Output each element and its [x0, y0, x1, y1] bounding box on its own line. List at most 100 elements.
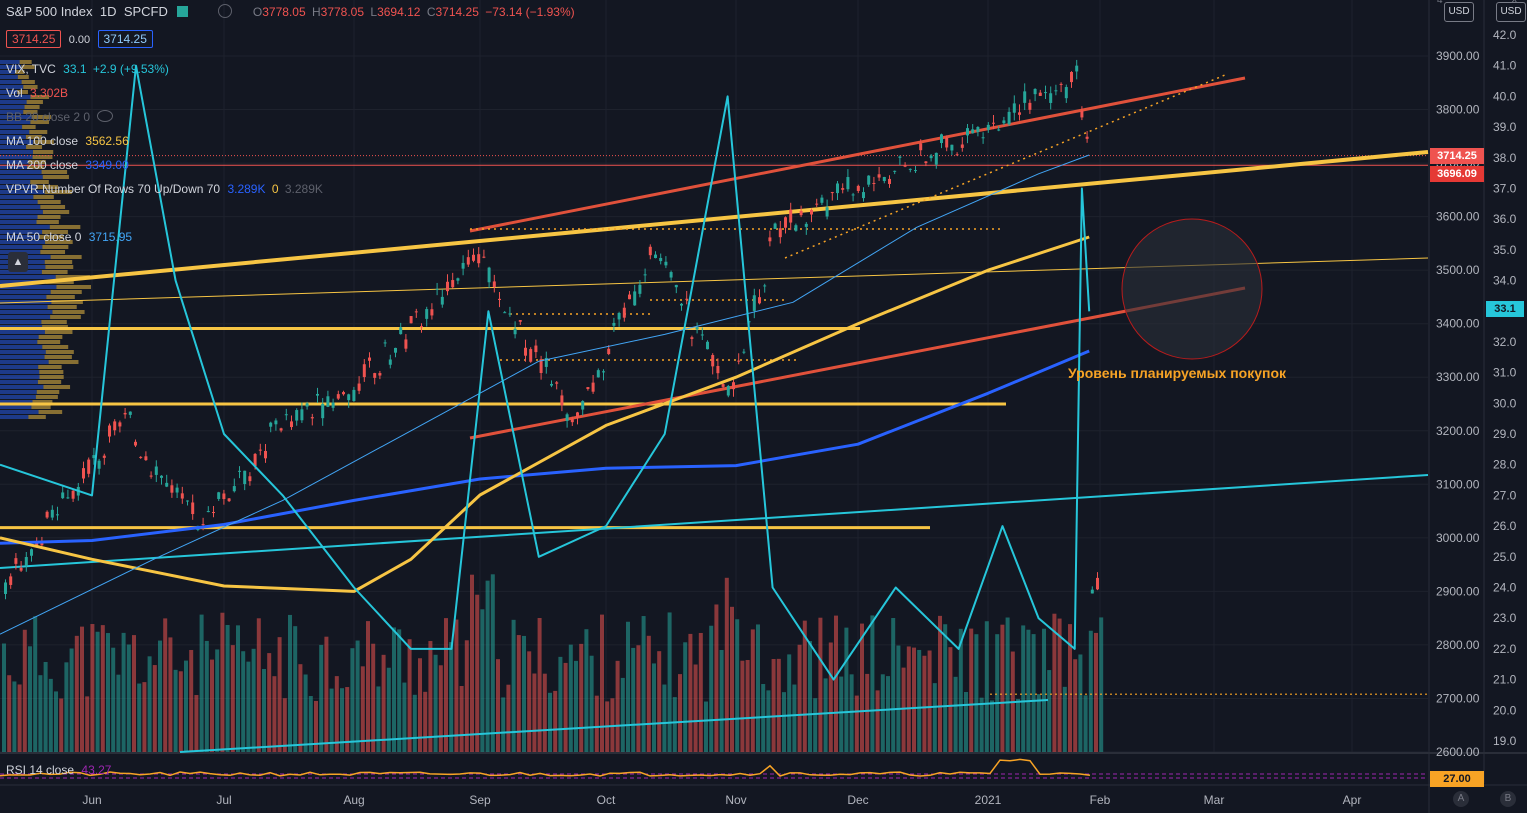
- candle-body-up: [934, 152, 938, 165]
- candle-body-down: [768, 237, 772, 242]
- volume-bar-up: [589, 655, 594, 752]
- legend-ma100[interactable]: MA 100 close 3562.56: [6, 134, 129, 148]
- candle-body-up: [565, 414, 569, 421]
- candle-body-down: [555, 382, 559, 384]
- buy-price-button[interactable]: 3714.25: [97, 30, 153, 48]
- bid-ask-row: 3714.25 0.00 3714.25: [6, 30, 153, 48]
- candle-body-down: [144, 456, 148, 461]
- candle-body-up: [175, 487, 179, 493]
- legend-vpvr[interactable]: VPVR Number Of Rows 70 Up/Down 70 3.289K…: [6, 182, 323, 196]
- volume-profile-bar-up: [0, 220, 37, 224]
- volume-bar-up: [558, 656, 563, 752]
- auto-scale-button[interactable]: A: [1453, 791, 1469, 807]
- candle-body-down: [690, 337, 694, 339]
- volume-profile-bar-down: [44, 330, 73, 334]
- candle-body-up: [217, 492, 221, 499]
- eye-icon[interactable]: [217, 4, 232, 18]
- volume-profile-bar-down: [28, 415, 46, 419]
- candle-body-up: [326, 396, 330, 407]
- volume-profile-bar-up: [0, 405, 32, 409]
- volume-profile-bar-up: [0, 365, 39, 369]
- candle-body-down: [9, 576, 13, 585]
- volume-profile-bar-up: [0, 340, 38, 344]
- volume-bar-down: [345, 687, 350, 752]
- volume-profile-bar-up: [0, 345, 43, 349]
- candle-body-up: [867, 175, 871, 185]
- candle-body-down: [789, 209, 793, 223]
- volume-profile-bar-down: [41, 170, 68, 174]
- volume-profile-bar-up: [0, 140, 34, 144]
- sell-price-button[interactable]: 3714.25: [6, 30, 62, 48]
- vix-axis-label: 24.0: [1493, 581, 1517, 595]
- vix-axis-label: 38.0: [1493, 151, 1517, 165]
- candle-body-up: [950, 144, 954, 151]
- candle-body-up: [295, 410, 299, 421]
- candle-body-down: [409, 316, 413, 324]
- volume-profile-bar-down: [39, 375, 64, 379]
- volume-bar-up: [1047, 670, 1052, 752]
- volume-profile-bar-up: [0, 110, 24, 114]
- candle-body-down: [591, 382, 595, 392]
- volume-bar-down: [693, 664, 698, 752]
- collapse-legend-button[interactable]: ▲: [8, 252, 28, 272]
- indicator-value: 3.302B: [30, 86, 69, 100]
- candle-body-down: [1028, 102, 1032, 110]
- legend-ma200[interactable]: MA 200 close 3349.00: [6, 158, 129, 172]
- volume-profile-bar-down: [42, 345, 69, 349]
- candle-body-down: [378, 373, 382, 376]
- chart-annotation[interactable]: Уровень планируемых покупок: [1068, 365, 1287, 381]
- currency-button-vix[interactable]: USD: [1496, 2, 1526, 22]
- legend-ma50[interactable]: MA 50 close 0 3715.95: [6, 230, 132, 244]
- volume-profile-bar-down: [23, 85, 38, 89]
- currency-button-price[interactable]: USD: [1444, 2, 1474, 22]
- volume-bar-up: [33, 616, 38, 752]
- vix-axis: 42.041.040.039.038.037.036.035.034.033.0…: [1493, 28, 1517, 748]
- volume-bar-up: [891, 618, 896, 752]
- volume-bar-down: [360, 666, 365, 752]
- volume-profile-bar-up: [0, 230, 43, 234]
- volume-bar-up: [48, 678, 53, 752]
- volume-bar-up: [485, 580, 490, 752]
- trend-line-cyan-lower: [179, 699, 1049, 753]
- candle-body-down: [451, 280, 455, 288]
- highlight-circle: [1121, 218, 1263, 360]
- candle-body-up: [66, 497, 70, 499]
- volume-profile-bar-down: [45, 350, 74, 354]
- legend-vix[interactable]: VIX, TVC 33.1 +2.9 (+9.53%): [6, 62, 169, 76]
- candle-body-down: [711, 355, 715, 367]
- volume-bar-up: [69, 648, 74, 752]
- candle-body-up: [456, 278, 460, 281]
- legend-rsi[interactable]: RSI 14 close 43.27: [6, 763, 111, 777]
- candle-body-up: [284, 414, 288, 416]
- candle-body-up: [56, 514, 59, 516]
- volume-bar-up: [626, 621, 630, 752]
- volume-profile-bar-down: [38, 365, 62, 369]
- volume-bar-down: [516, 635, 521, 752]
- volume-profile-bar-up: [0, 290, 51, 294]
- spread: 0.00: [68, 34, 91, 46]
- volume-bar-down: [797, 644, 802, 752]
- volume-bar-down: [600, 614, 604, 752]
- volume-profile-bar-up: [0, 130, 30, 134]
- interval[interactable]: 1D: [99, 4, 117, 19]
- candle-body-down: [227, 498, 231, 502]
- candle-body-up: [617, 312, 621, 320]
- legend-volume[interactable]: Vol 3.302B: [6, 86, 68, 100]
- price-axis-label: 2900.00: [1436, 584, 1480, 598]
- candle-body-down: [815, 203, 819, 205]
- candle-body-up: [508, 313, 512, 315]
- symbol-name[interactable]: S&P 500 Index: [6, 4, 93, 19]
- data-source[interactable]: SPCFD: [123, 4, 168, 19]
- volume-bar-up: [932, 683, 937, 752]
- volume-bar-up: [943, 624, 948, 752]
- legend-bollinger[interactable]: BB 20 close 2 0: [6, 110, 114, 124]
- volume-bar-down: [818, 617, 823, 752]
- volume-profile-bar-up: [0, 125, 23, 129]
- trend-line-cyan: [0, 474, 1429, 569]
- volume-bar-down: [938, 615, 942, 752]
- candle-body-down: [430, 309, 434, 316]
- log-scale-button[interactable]: B: [1500, 791, 1516, 807]
- hidden-eye-icon[interactable]: [97, 110, 114, 122]
- volume-bar-up: [43, 661, 48, 752]
